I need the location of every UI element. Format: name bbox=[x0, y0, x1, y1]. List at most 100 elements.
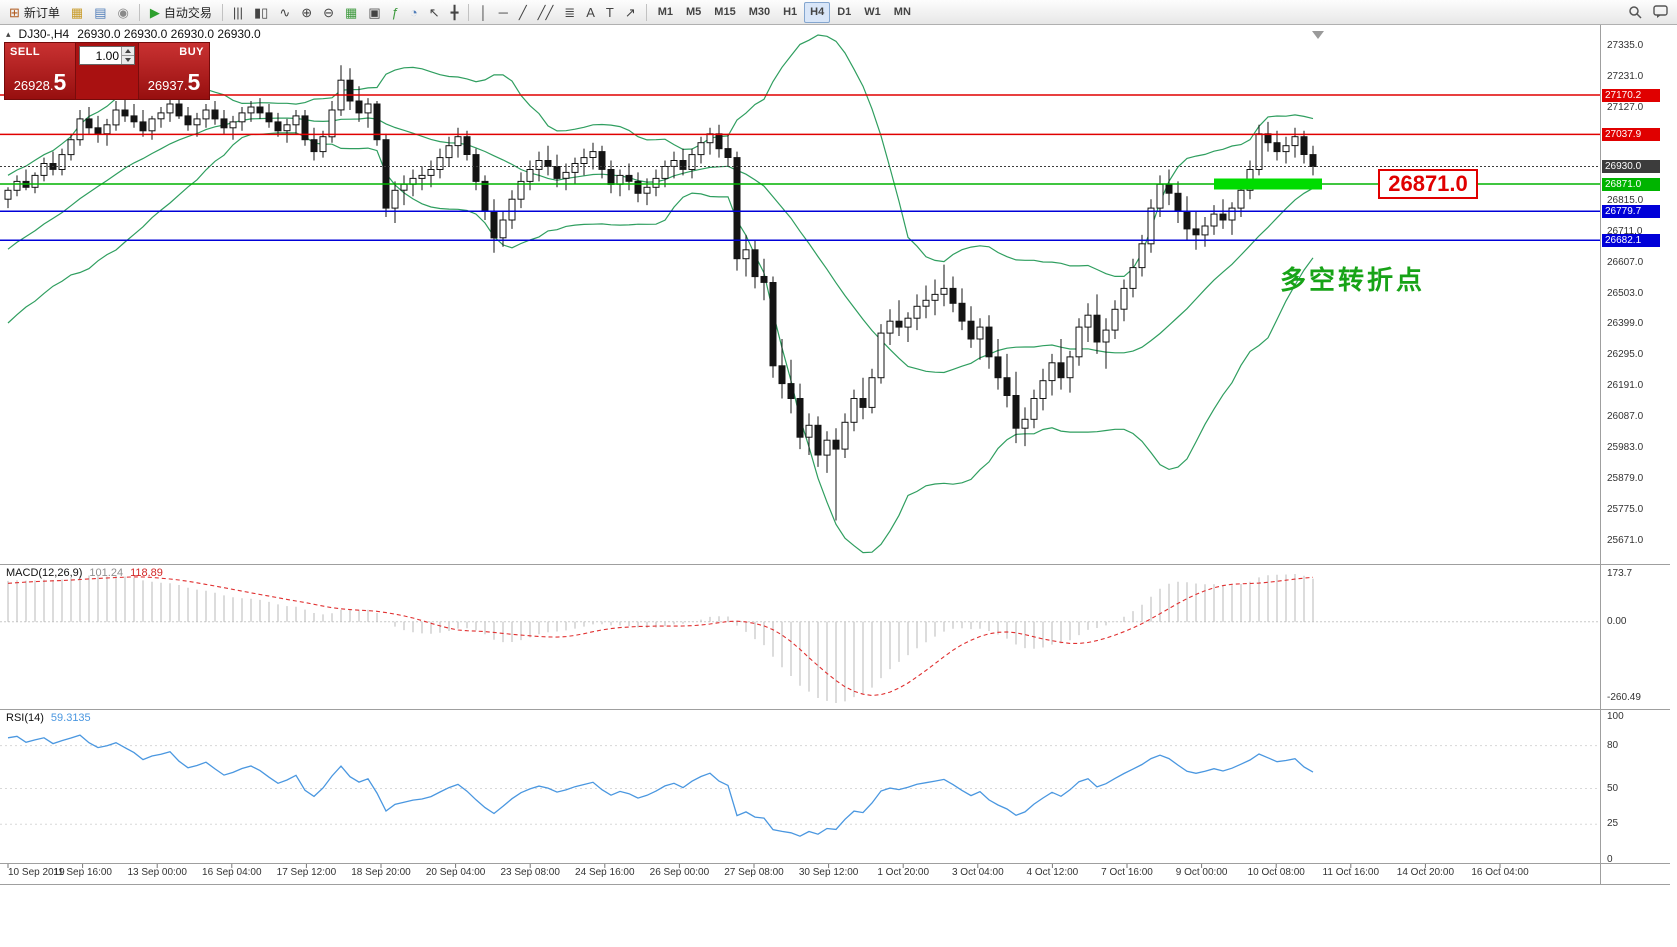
toolbar-separator bbox=[221, 3, 223, 21]
tile-windows-button[interactable]: ▦ bbox=[340, 2, 362, 23]
toolbar-group-draw: │ ─ ╱ ╱╱ ≣ A T ↗ bbox=[474, 2, 640, 23]
navigator-icon: ◉ bbox=[117, 4, 129, 20]
highlight-zone[interactable] bbox=[1214, 178, 1322, 190]
fibonacci-icon: ≣ bbox=[564, 4, 576, 20]
new-order-button[interactable]: ⊞ 新订单 bbox=[4, 2, 65, 23]
indicators-button[interactable]: ƒ bbox=[387, 2, 404, 23]
chat-button[interactable] bbox=[1648, 2, 1673, 23]
candlestick-series bbox=[4, 65, 1317, 521]
toolbar: ⊞ 新订单 ▦ ▤ ◉ ▶ 自动交易 ||| ▮▯ ∿ ⊕ ⊖ ▦ ▣ ƒ ◔ ↖ ╋ │ ─ ╱ ╱╱ ≣ A… bbox=[0, 0, 1677, 25]
price-badge: 26779.7 bbox=[1602, 204, 1660, 218]
timeframe-d1-button[interactable]: D1 bbox=[831, 2, 857, 23]
volume-input[interactable]: 1.00 bbox=[79, 46, 135, 65]
timeframe-h1-button[interactable]: H1 bbox=[777, 2, 803, 23]
bar-chart-icon: ||| bbox=[232, 4, 244, 20]
volume-stepper bbox=[121, 47, 134, 64]
zoom-out-button[interactable]: ⊖ bbox=[318, 2, 339, 23]
trade-panel-middle: 1.00 bbox=[76, 43, 138, 99]
price-tick: 25775.0 bbox=[1607, 504, 1644, 516]
indicators-icon: ƒ bbox=[391, 4, 399, 20]
line-chart-icon: ∿ bbox=[279, 4, 291, 20]
search-button[interactable] bbox=[1623, 2, 1647, 23]
time-label: 9 Oct 00:00 bbox=[1175, 867, 1228, 878]
fibonacci-button[interactable]: ≣ bbox=[559, 2, 580, 23]
autotrading-button[interactable]: ▶ 自动交易 bbox=[145, 2, 217, 23]
vertical-line-icon: │ bbox=[479, 4, 488, 20]
price-tick: 25983.0 bbox=[1607, 442, 1644, 454]
time-label: 11 Sep 16:00 bbox=[53, 867, 112, 878]
candlestick-chart-icon: ▮▯ bbox=[254, 4, 269, 20]
time-label: 3 Oct 04:00 bbox=[951, 867, 1004, 878]
text-icon: A bbox=[586, 4, 595, 20]
bar-chart-button[interactable]: ||| bbox=[228, 2, 248, 23]
timeframe-m1-button[interactable]: M1 bbox=[652, 2, 679, 23]
market-watch-button[interactable]: ▤ bbox=[89, 2, 111, 23]
trendline-button[interactable]: ╱ bbox=[514, 2, 532, 23]
toolbar-group-left: ▦ ▤ ◉ bbox=[66, 2, 134, 23]
sell-button[interactable]: SELL 26928.5 bbox=[5, 43, 76, 99]
one-click-trading-panel: SELL 26928.5 1.00 BUY 26937.5 bbox=[4, 42, 210, 100]
collapse-panel-icon[interactable]: ▴ bbox=[6, 28, 11, 39]
horizontal-line-button[interactable]: ─ bbox=[494, 2, 513, 23]
zoom-in-icon: ⊕ bbox=[301, 4, 313, 20]
chart-shift-marker[interactable] bbox=[1312, 31, 1324, 39]
crosshair-button[interactable]: ╋ bbox=[446, 2, 464, 23]
buy-button[interactable]: BUY 26937.5 bbox=[138, 43, 209, 99]
charts-grid-button[interactable]: ▦ bbox=[66, 2, 88, 23]
rsi-axis-label: 100 bbox=[1607, 711, 1624, 722]
price-tick: 26191.0 bbox=[1607, 380, 1644, 392]
cascade-windows-button[interactable]: ▣ bbox=[363, 2, 385, 23]
arrows-button[interactable]: ↗ bbox=[620, 2, 641, 23]
zoom-out-icon: ⊖ bbox=[323, 4, 335, 20]
cursor-button[interactable]: ↖ bbox=[424, 2, 445, 23]
time-label: 14 Oct 20:00 bbox=[1396, 867, 1455, 878]
annotation-text[interactable]: 多空转折点 bbox=[1280, 265, 1426, 295]
text-button[interactable]: A bbox=[581, 2, 600, 23]
volume-decrease-button[interactable] bbox=[122, 55, 134, 64]
vertical-line-button[interactable]: │ bbox=[474, 2, 492, 23]
time-label: 10 Oct 08:00 bbox=[1247, 867, 1305, 878]
timeframe-h4-button[interactable]: H4 bbox=[804, 1, 831, 23]
time-label: 17 Sep 12:00 bbox=[276, 867, 337, 878]
time-label: 4 Oct 12:00 bbox=[1026, 867, 1079, 878]
label-button[interactable]: T bbox=[601, 2, 619, 23]
channel-button[interactable]: ╱╱ bbox=[533, 2, 559, 23]
rsi-axis-label: 50 bbox=[1607, 782, 1619, 794]
time-label: 1 Oct 20:00 bbox=[877, 867, 930, 878]
periods-button[interactable]: ◔ bbox=[405, 2, 423, 23]
time-label: 11 Oct 16:00 bbox=[1322, 867, 1380, 878]
macd-histogram bbox=[0, 574, 1600, 703]
macd-axis-min: -260.49 bbox=[1607, 692, 1641, 703]
price-callout[interactable]: 26871.0 bbox=[1378, 169, 1478, 199]
price-tick: 25879.0 bbox=[1607, 473, 1644, 485]
volume-increase-button[interactable] bbox=[122, 47, 134, 55]
chart-title: ▴ DJ30-,H4 26930.0 26930.0 26930.0 26930… bbox=[6, 27, 261, 41]
timeframe-w1-button[interactable]: W1 bbox=[858, 2, 887, 23]
time-label: 16 Sep 04:00 bbox=[202, 867, 262, 878]
navigator-button[interactable]: ◉ bbox=[113, 2, 134, 23]
timeframe-mn-button[interactable]: MN bbox=[888, 2, 917, 23]
cascade-windows-icon: ▣ bbox=[368, 4, 381, 20]
price-badge: 26930.0 bbox=[1602, 159, 1660, 173]
timeframe-m5-button[interactable]: M5 bbox=[680, 2, 707, 23]
macd-axis-zero: 0.00 bbox=[1607, 615, 1627, 627]
periods-icon: ◔ bbox=[409, 4, 418, 20]
buy-price: 26937.5 bbox=[147, 69, 201, 95]
candlestick-chart-button[interactable]: ▮▯ bbox=[249, 2, 273, 23]
chart-ohlc-values: 26930.0 26930.0 26930.0 26930.0 bbox=[77, 27, 261, 41]
timeframe-m15-button[interactable]: M15 bbox=[708, 2, 741, 23]
horizontal-line-objects[interactable] bbox=[0, 94, 1600, 241]
arrow-down-icon bbox=[125, 58, 131, 62]
timeframe-m30-button[interactable]: M30 bbox=[743, 2, 776, 23]
label-icon: T bbox=[605, 4, 614, 20]
toolbar-separator bbox=[645, 3, 647, 21]
macd-signal-line bbox=[7, 576, 1314, 697]
rsi-value: 59.3135 bbox=[50, 712, 91, 724]
trendline-icon: ╱ bbox=[518, 4, 527, 20]
zoom-in-button[interactable]: ⊕ bbox=[296, 2, 317, 23]
new-order-icon: ⊞ bbox=[9, 4, 20, 20]
line-chart-button[interactable]: ∿ bbox=[274, 2, 295, 23]
rsi-indicator-label: RSI(14) 59.3135 bbox=[6, 712, 91, 724]
